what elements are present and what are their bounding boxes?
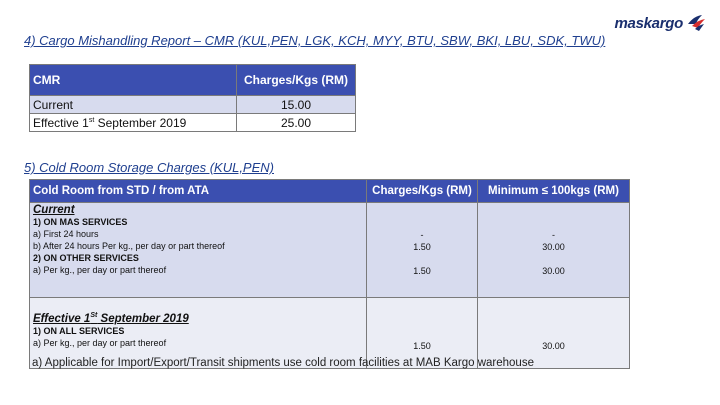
charge-value: 1.50: [413, 242, 431, 252]
table-row: Current 15.00: [29, 95, 356, 114]
table-row: Effective 1st September 2019 25.00: [29, 113, 356, 132]
cmr-charges-table: CMR Charges/Kgs (RM) Current 15.00 Effec…: [29, 64, 356, 132]
table-header-row: CMR Charges/Kgs (RM): [29, 64, 356, 96]
table-row: Effective 1St September 2019 1) ON ALL S…: [29, 297, 630, 369]
list-item: 1) ON MAS SERVICES: [33, 217, 128, 227]
cold-room-header: Cold Room from STD / from ATA: [29, 179, 367, 203]
kite-logo-icon: [688, 15, 705, 31]
minimum-value: 30.00: [542, 266, 565, 276]
cmr-section-heading: 4) Cargo Mishandling Report – CMR (KUL,P…: [24, 33, 606, 48]
row-value: 25.00: [236, 113, 356, 132]
charge-value: 1.50: [413, 266, 431, 276]
current-charges: - 1.50 1.50: [366, 202, 478, 298]
footnote: a) Applicable for Import/Export/Transit …: [32, 357, 534, 369]
charge-value: 1.50: [413, 341, 431, 351]
charges-header: Charges/Kgs (RM): [366, 179, 478, 203]
maskargo-logo: maskargo: [615, 14, 706, 32]
list-item: a) Per kg., per day or part thereof: [33, 337, 167, 348]
minimum-value: 30.00: [542, 341, 565, 351]
cold-room-section-heading: 5) Cold Room Storage Charges (KUL,PEN): [24, 160, 274, 175]
minimum-header: Minimum ≤ 100kgs (RM): [477, 179, 630, 203]
cold-room-table: Cold Room from STD / from ATA Charges/Kg…: [29, 179, 630, 369]
effective-minimum: 30.00: [477, 297, 630, 369]
minimum-value: -: [552, 230, 555, 240]
row-value: 15.00: [236, 95, 356, 114]
list-item: b) After 24 hours Per kg., per day or pa…: [33, 241, 225, 251]
charge-value: [370, 253, 474, 265]
row-label: Effective 1st September 2019: [29, 113, 237, 132]
table-row: Current 1) ON MAS SERVICES a) First 24 h…: [29, 202, 630, 298]
logo-text: maskargo: [614, 14, 684, 32]
row-label: Current: [29, 95, 237, 114]
cmr-header: CMR: [29, 64, 237, 96]
current-minimum: - 30.00 30.00: [477, 202, 630, 298]
minimum-value: [481, 253, 626, 265]
effective-description: Effective 1St September 2019 1) ON ALL S…: [29, 297, 367, 369]
list-item: a) First 24 hours: [33, 229, 99, 239]
current-title: Current: [33, 204, 75, 216]
charge-value: -: [420, 230, 424, 240]
table-header-row: Cold Room from STD / from ATA Charges/Kg…: [29, 179, 630, 203]
minimum-value: 30.00: [542, 242, 565, 252]
current-description: Current 1) ON MAS SERVICES a) First 24 h…: [29, 202, 367, 298]
effective-charges: 1.50: [366, 297, 478, 369]
list-item: 1) ON ALL SERVICES: [33, 325, 125, 336]
list-item: a) Per kg., per day or part thereof: [33, 265, 167, 275]
charges-header: Charges/Kgs (RM): [236, 64, 356, 96]
list-item: 2) ON OTHER SERVICES: [33, 253, 139, 263]
effective-title: Effective 1St September 2019: [33, 312, 189, 325]
